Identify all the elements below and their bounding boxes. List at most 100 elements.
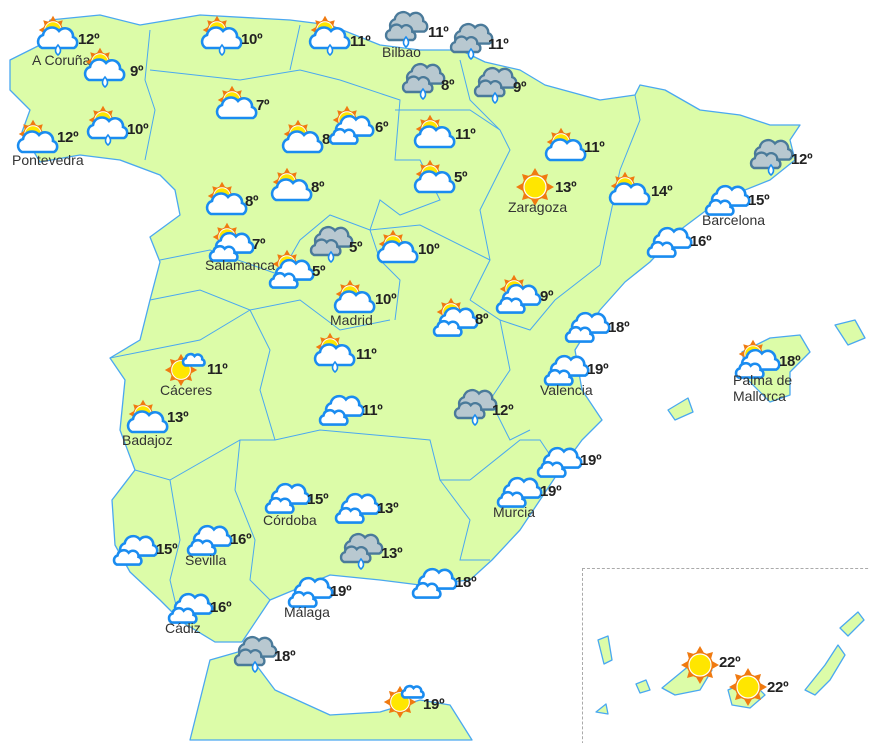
sun-cloud-rain-icon[interactable] xyxy=(313,332,357,375)
sun-clouds-icon[interactable] xyxy=(495,274,542,317)
rain-cloud-icon[interactable] xyxy=(400,62,446,102)
lanzarote xyxy=(839,611,865,637)
temperature-label: 18º xyxy=(455,574,477,591)
temperature-label: 9º xyxy=(130,63,144,80)
sun-icon[interactable] xyxy=(726,667,770,707)
rain-cloud-icon[interactable] xyxy=(448,22,494,62)
temperature-label: 9º xyxy=(513,79,527,96)
city-label[interactable]: Córdoba xyxy=(263,512,317,528)
city-label[interactable]: Bilbao xyxy=(382,44,421,60)
temperature-label: 10º xyxy=(241,31,263,48)
temperature-label: 12º xyxy=(57,129,79,146)
temperature-label: 10º xyxy=(375,291,397,308)
temperature-label: 19º xyxy=(540,483,562,500)
rain-cloud-icon[interactable] xyxy=(308,225,354,265)
canary-islands-inset-frame xyxy=(582,568,870,743)
temperature-label: 12º xyxy=(492,402,514,419)
temperature-label: 22º xyxy=(767,679,789,696)
temperature-label: 9º xyxy=(540,288,554,305)
city-label[interactable]: Pontevedra xyxy=(12,152,84,168)
sun-cloud-icon[interactable] xyxy=(376,229,420,270)
temperature-label: 5º xyxy=(454,169,468,186)
fuerteventura xyxy=(804,644,846,696)
sun-cloud-rain-icon[interactable] xyxy=(200,15,244,58)
sun-clouds-icon[interactable] xyxy=(432,297,479,340)
temperature-label: 5º xyxy=(312,263,326,280)
temperature-label: 14º xyxy=(651,183,673,200)
rain-cloud-icon[interactable] xyxy=(452,388,498,428)
sun-cloud-icon[interactable] xyxy=(215,85,259,126)
sun-cloud-rain-icon[interactable] xyxy=(36,15,80,58)
temperature-label: 8º xyxy=(441,77,455,94)
temperature-label: 13º xyxy=(167,409,189,426)
city-label[interactable]: Barcelona xyxy=(702,212,766,228)
rain-cloud-icon[interactable] xyxy=(472,66,518,106)
temperature-label: 12º xyxy=(791,151,813,168)
city-label[interactable]: Palma de Mallorca xyxy=(733,372,793,404)
temperature-label: 18º xyxy=(274,648,296,665)
temperature-label: 13º xyxy=(555,179,577,196)
city-label[interactable]: Sevilla xyxy=(185,552,227,568)
sun-cloud-rain-icon[interactable] xyxy=(86,105,130,148)
la-gomera xyxy=(635,679,651,694)
temperature-label: 11º xyxy=(356,346,377,363)
city-label[interactable]: Salamanca xyxy=(205,257,276,273)
sun-icon[interactable] xyxy=(678,645,722,685)
temperature-label: 15º xyxy=(156,541,178,558)
temperature-label: 7º xyxy=(256,97,270,114)
sun-small-cloud-icon[interactable] xyxy=(382,680,426,720)
clouds-icon[interactable] xyxy=(411,563,458,603)
city-label[interactable]: Badajoz xyxy=(122,432,173,448)
clouds-icon[interactable] xyxy=(112,530,159,570)
sun-cloud-icon[interactable] xyxy=(413,159,457,200)
sun-cloud-icon[interactable] xyxy=(281,119,325,160)
rain-cloud-icon[interactable] xyxy=(338,532,384,572)
temperature-label: 15º xyxy=(748,192,770,209)
temperature-label: 22º xyxy=(719,654,741,671)
region-borders xyxy=(109,24,641,623)
clouds-icon[interactable] xyxy=(564,307,611,347)
temperature-label: 16º xyxy=(690,233,712,250)
temperature-label: 5º xyxy=(349,239,363,256)
temperature-label: 19º xyxy=(580,452,602,469)
sun-cloud-icon[interactable] xyxy=(270,167,314,208)
rain-cloud-icon[interactable] xyxy=(748,138,794,178)
city-label[interactable]: Cáceres xyxy=(160,382,213,398)
temperature-label: 8º xyxy=(245,193,259,210)
sun-cloud-rain-icon[interactable] xyxy=(308,15,352,58)
temperature-label: 13º xyxy=(377,500,399,517)
city-label[interactable]: Málaga xyxy=(284,604,330,620)
clouds-icon[interactable] xyxy=(334,488,381,528)
temperature-label: 7º xyxy=(252,236,266,253)
temperature-label: 15º xyxy=(307,491,329,508)
rain-cloud-icon[interactable] xyxy=(383,10,429,50)
la-palma xyxy=(597,635,613,665)
temperature-label: 18º xyxy=(608,319,630,336)
sun-cloud-rain-icon[interactable] xyxy=(83,47,127,90)
temperature-label: 18º xyxy=(779,353,801,370)
temperature-label: 19º xyxy=(330,583,352,600)
city-label[interactable]: Murcia xyxy=(493,504,536,520)
temperature-label: 10º xyxy=(418,241,440,258)
clouds-icon[interactable] xyxy=(646,222,693,262)
temperature-label: 11º xyxy=(362,402,383,419)
city-label[interactable]: Madrid xyxy=(330,312,373,328)
city-label[interactable]: A Coruña xyxy=(32,52,91,68)
temperature-label: 11º xyxy=(428,24,449,41)
rain-cloud-icon[interactable] xyxy=(232,635,278,675)
city-label[interactable]: Cádiz xyxy=(165,620,201,636)
sun-clouds-icon[interactable] xyxy=(328,105,375,148)
clouds-icon[interactable] xyxy=(318,390,365,430)
clouds-icon[interactable] xyxy=(536,442,583,482)
temperature-label: 12º xyxy=(78,31,100,48)
temperature-label: 11º xyxy=(584,139,605,156)
sun-cloud-icon[interactable] xyxy=(205,181,249,222)
city-label[interactable]: Zaragoza xyxy=(508,199,568,215)
sun-cloud-icon[interactable] xyxy=(544,127,588,168)
sun-cloud-icon[interactable] xyxy=(413,114,457,155)
temperature-label: 16º xyxy=(210,599,232,616)
city-label[interactable]: Valencia xyxy=(540,382,593,398)
sun-cloud-icon[interactable] xyxy=(608,171,652,212)
